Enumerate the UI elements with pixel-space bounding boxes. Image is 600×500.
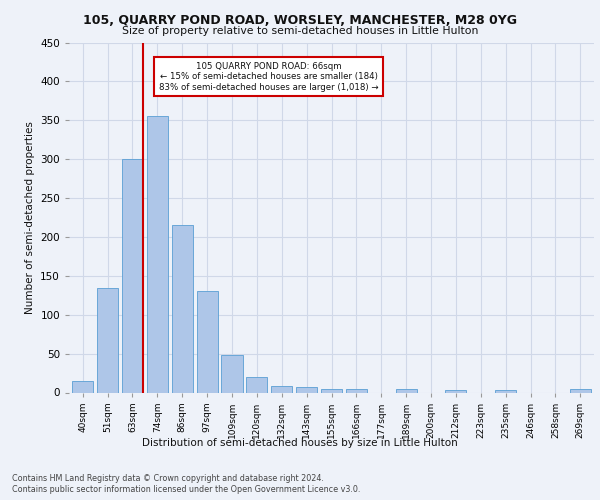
Bar [197,292,218,392]
Text: Contains HM Land Registry data © Crown copyright and database right 2024.: Contains HM Land Registry data © Crown c… [12,474,324,483]
Bar [122,159,143,392]
Bar [246,377,268,392]
Text: 105, QUARRY POND ROAD, WORSLEY, MANCHESTER, M28 0YG: 105, QUARRY POND ROAD, WORSLEY, MANCHEST… [83,14,517,27]
Bar [296,387,317,392]
Bar [97,288,118,393]
Text: Contains public sector information licensed under the Open Government Licence v3: Contains public sector information licen… [12,485,361,494]
Text: 105 QUARRY POND ROAD: 66sqm
← 15% of semi-detached houses are smaller (184)
83% : 105 QUARRY POND ROAD: 66sqm ← 15% of sem… [158,62,379,92]
Text: Size of property relative to semi-detached houses in Little Hulton: Size of property relative to semi-detach… [122,26,478,36]
Bar [495,390,516,392]
Bar [445,390,466,392]
Bar [72,381,93,392]
Bar [395,390,417,392]
Bar [570,390,591,392]
Bar [271,386,292,392]
Y-axis label: Number of semi-detached properties: Number of semi-detached properties [25,121,35,314]
Bar [346,388,367,392]
Bar [172,226,193,392]
Bar [221,355,242,393]
Bar [147,116,168,392]
Bar [321,388,342,392]
Text: Distribution of semi-detached houses by size in Little Hulton: Distribution of semi-detached houses by … [142,438,458,448]
